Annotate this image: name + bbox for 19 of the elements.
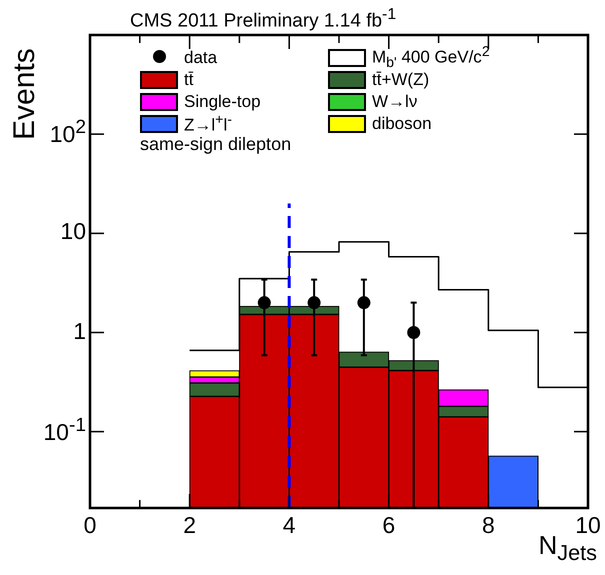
x-tick-label: 8 — [482, 512, 495, 539]
x-tick-label: 4 — [282, 512, 296, 539]
chart-title: CMS 2011 Preliminary 1.14 fb$^{-1}$ — [130, 6, 396, 32]
y-tick-label: 10 — [60, 218, 86, 246]
x-tick-label: 0 — [84, 512, 96, 539]
legend-label: Single-top — [184, 92, 261, 112]
legend-label: W→lν — [372, 92, 418, 112]
y-tick-label: 1 — [73, 318, 86, 345]
y-tick-label: 10$^{2}$ — [50, 117, 86, 148]
legend-label: Z→l$^{+}$l$^{-}$ — [184, 112, 232, 136]
legend-label: tt̄ — [184, 70, 194, 90]
legend-label: data — [184, 48, 218, 68]
legend-label: tt̄+W(Z) — [372, 70, 430, 90]
x-tick-label: 2 — [183, 512, 196, 539]
annotation: same-sign dilepton — [140, 134, 292, 155]
legend-label: diboson — [372, 114, 432, 134]
y-axis-title: Events — [8, 48, 42, 140]
y-tick-label: 10$^{-1}$ — [43, 414, 86, 446]
x-tick-label: 6 — [382, 512, 396, 539]
